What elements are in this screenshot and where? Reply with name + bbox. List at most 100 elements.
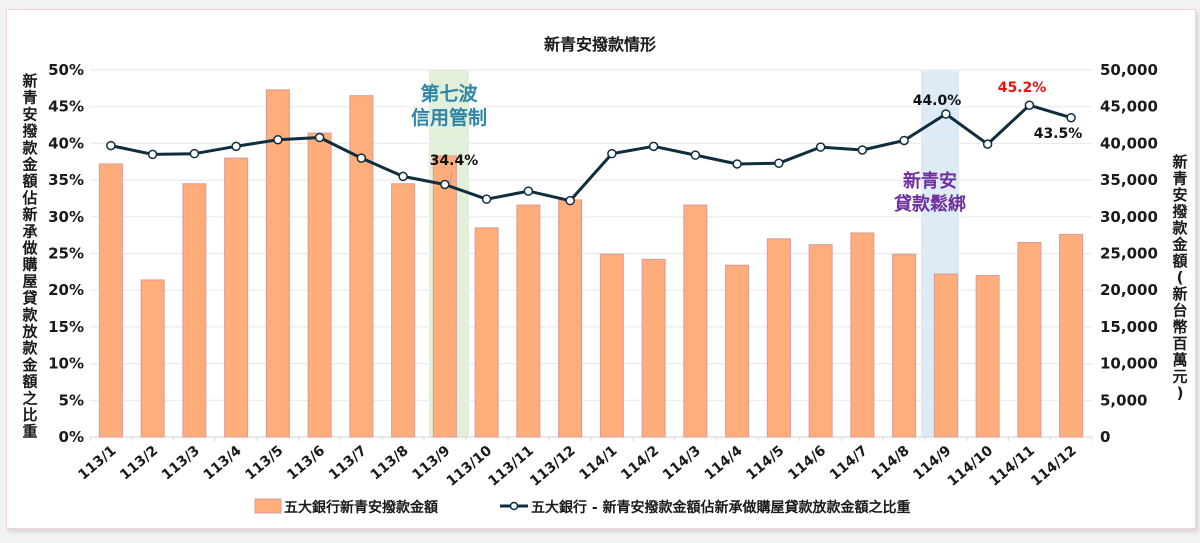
- bar-113-3: [182, 183, 207, 438]
- bar-series: [98, 89, 1084, 438]
- x-axis-ticks: 113/1113/2113/3113/4113/5113/6113/7113/8…: [75, 443, 1079, 490]
- line-marker-icon: [314, 132, 325, 143]
- bar-113-7: [349, 95, 374, 438]
- line-marker-icon: [565, 195, 575, 206]
- bar-113-2: [140, 279, 165, 438]
- right-axis-tick-label: 5,000: [1100, 391, 1147, 409]
- legend-line-marker-icon: [509, 501, 519, 511]
- bar-114-4: [725, 264, 750, 438]
- x-axis-tick-label: 114/10: [945, 443, 997, 490]
- bar-113-9: [432, 155, 457, 438]
- line-marker-icon: [732, 159, 742, 169]
- x-axis-tick-label: 114/7: [827, 443, 871, 484]
- x-axis-tick-label: 114/2: [618, 443, 662, 484]
- data-label-114-11: 45.2%: [998, 80, 1047, 96]
- bar-113-10: [474, 227, 499, 438]
- data-label-leader: [449, 171, 453, 184]
- legend-bar-swatch: [254, 498, 282, 514]
- bar-113-8: [391, 183, 416, 438]
- line-marker-icon: [398, 171, 408, 182]
- bar-114-7: [850, 232, 875, 438]
- line-marker-icon: [857, 145, 868, 155]
- left-axis-title: 新青安撥款金額佔新承做購屋貸款放款金額之比重: [21, 72, 38, 441]
- right-axis-tick-label: 45,000: [1100, 98, 1158, 116]
- left-axis-tick-label: 40%: [48, 134, 84, 152]
- legend: 五大銀行新青安撥款金額 五大銀行 - 新青安撥款金額佔新承做購屋貸款放款金額之比…: [254, 498, 911, 516]
- left-axis-tick-label: 5%: [59, 391, 84, 409]
- right-axis-tick-label: 30,000: [1100, 208, 1158, 226]
- loosening-annotation-line1: 新青安: [903, 170, 957, 192]
- x-axis-tick-label: 114/4: [702, 443, 746, 484]
- chart-title: 新青安撥款情形: [544, 35, 656, 54]
- bar-113-6: [307, 132, 332, 438]
- bar-114-11: [1017, 241, 1042, 438]
- line-marker-icon: [815, 142, 826, 152]
- bar-114-8: [892, 253, 917, 438]
- bar-114-2: [641, 258, 666, 438]
- x-axis-tick-label: 113/3: [159, 443, 203, 484]
- right-axis-tick-label: 20,000: [1100, 281, 1158, 299]
- x-axis-tick-label: 114/8: [869, 443, 913, 484]
- bar-113-5: [265, 89, 290, 438]
- left-axis-tick-label: 50%: [48, 61, 84, 79]
- left-axis-tick-label: 30%: [48, 208, 84, 226]
- line-marker-icon: [648, 141, 659, 152]
- line-marker-icon: [106, 140, 116, 151]
- data-label-114-9: 44.0%: [913, 93, 962, 109]
- line-series: [106, 100, 1076, 206]
- x-axis-tick-label: 114/11: [986, 443, 1038, 490]
- x-axis-tick-label: 113/6: [284, 443, 328, 484]
- x-axis-tick-label: 113/5: [242, 443, 286, 484]
- bar-114-6: [808, 244, 833, 438]
- credit-control-annotation-line1: 第七波: [420, 82, 478, 105]
- x-axis-tick-label: 113/7: [326, 443, 370, 484]
- x-axis-tick-label: 113/4: [201, 443, 245, 484]
- credit-control-annotation-line2: 信用管制: [411, 106, 487, 129]
- gridlines: [89, 69, 1093, 441]
- data-label-114-12: 43.5%: [1034, 126, 1083, 142]
- line-marker-icon: [607, 148, 617, 159]
- line-marker-icon: [899, 135, 909, 146]
- data-label-113-9: 34.4%: [430, 153, 479, 169]
- line-marker-icon: [440, 179, 450, 190]
- right-axis-tick-label: 25,000: [1100, 245, 1158, 263]
- left-axis-ticks: 0% 5% 10% 15% 20% 25% 30% 35% 40% 45% 50%: [48, 61, 84, 446]
- line-marker-icon: [523, 186, 534, 196]
- left-axis-tick-label: 45%: [48, 98, 84, 116]
- line-marker-icon: [1066, 112, 1076, 123]
- right-axis-tick-label: 50,000: [1100, 61, 1158, 79]
- left-axis-tick-label: 35%: [48, 171, 84, 189]
- left-axis-tick-label: 0%: [59, 428, 84, 446]
- line-marker-icon: [690, 150, 701, 160]
- legend-bar-label: 五大銀行新青安撥款金額: [284, 499, 438, 516]
- bar-114-1: [599, 253, 624, 438]
- line-marker-icon: [147, 149, 158, 160]
- ratio-line: [110, 103, 1072, 203]
- x-axis-tick-label: 113/1: [75, 443, 119, 484]
- x-axis-tick-label: 114/3: [660, 443, 704, 484]
- bar-114-12: [1059, 233, 1084, 438]
- x-axis-tick-label: 114/12: [1028, 443, 1080, 490]
- left-axis-tick-label: 20%: [48, 281, 84, 299]
- line-marker-icon: [1024, 100, 1035, 110]
- right-axis-ticks: 0 5,000 10,000 15,000 20,000 25,000 30,000 35,0…: [1100, 61, 1158, 446]
- legend-line-label: 五大銀行 - 新青安撥款金額佔新承做購屋貸款放款金額之比重: [531, 499, 911, 516]
- line-marker-icon: [982, 139, 993, 149]
- x-axis-tick-label: 113/2: [117, 443, 161, 484]
- loosening-annotation-line2: 貸款鬆綁: [894, 193, 966, 215]
- x-axis-tick-label: 113/12: [527, 443, 579, 490]
- right-axis-tick-label: 10,000: [1100, 355, 1158, 373]
- x-axis-tick-label: 113/10: [444, 443, 496, 490]
- bar-114-10: [975, 275, 1000, 438]
- bar-113-4: [224, 157, 249, 438]
- right-axis-tick-label: 15,000: [1100, 318, 1158, 336]
- bar-113-12: [558, 199, 583, 438]
- line-marker-icon: [774, 158, 784, 168]
- line-marker-icon: [231, 141, 241, 152]
- left-axis-tick-label: 10%: [48, 355, 84, 373]
- left-axis-tick-label: 15%: [48, 318, 84, 336]
- left-axis-tick-label: 25%: [48, 245, 84, 263]
- right-axis-tick-label: 35,000: [1100, 171, 1158, 189]
- bar-114-3: [683, 204, 708, 438]
